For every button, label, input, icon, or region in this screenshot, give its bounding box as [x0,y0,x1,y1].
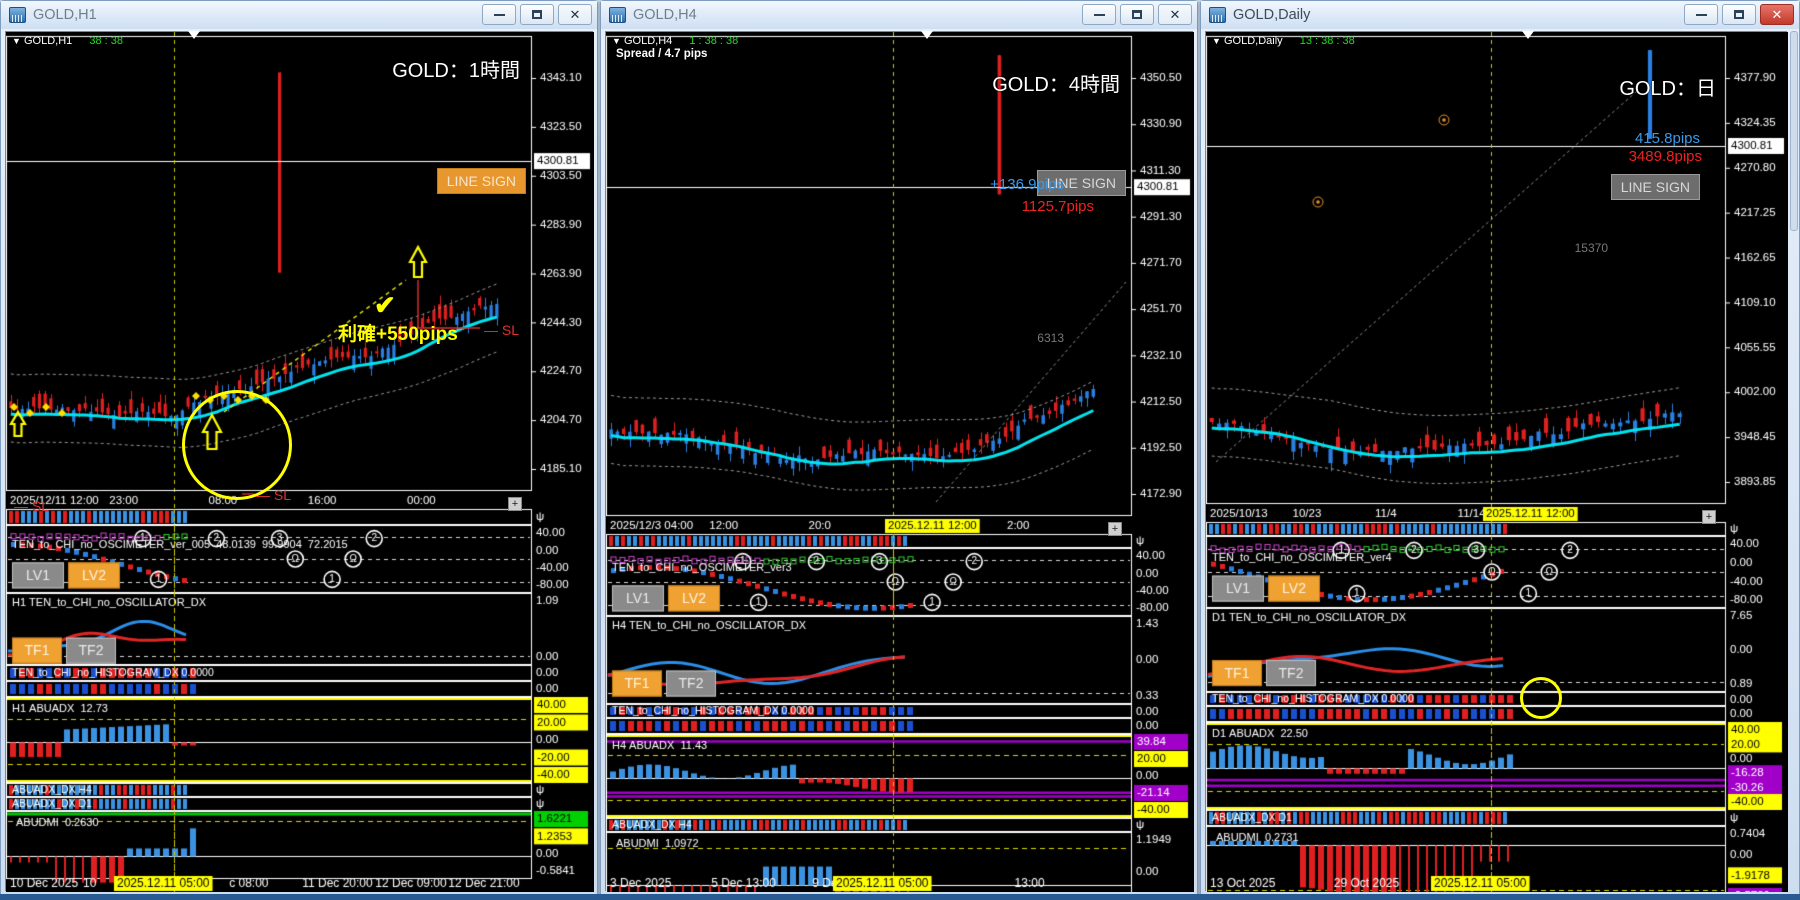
pips-below-h4: 1125.7pips [1021,198,1094,215]
highlight-circle-price [182,390,292,500]
expand-button-h1[interactable]: + [508,497,522,511]
pips-above-daily: 415.8pips [1634,130,1700,147]
chart-window-h1[interactable]: GOLD,H1 ✕ ▼ GOLD,H1 38 : 38 GOLD：1時間 LIN… [0,0,598,900]
expand-button-daily[interactable]: + [1702,510,1716,524]
minimize-button[interactable] [482,4,516,25]
profit-annotation: 利確+550pips [338,324,458,345]
crosshair-marker-h4 [921,31,933,39]
window-title: GOLD,H1 [33,7,97,23]
symbol-label-h4: ▼ GOLD,H4 1 : 38 : 38 [612,35,739,47]
expand-button-h4[interactable]: + [1108,522,1122,536]
pips-above-h4: +136.9pips [990,176,1064,193]
chart-window-icon [609,7,626,23]
chart-canvas-daily[interactable]: ▼ GOLD,Daily 13 : 38 : 38 GOLD：日 415.8pi… [1205,31,1788,892]
chart-canvas-h4[interactable]: ▼ GOLD,H4 1 : 38 : 38 Spread / 4.7 pips … [605,31,1194,892]
titlebar-h4[interactable]: GOLD,H4 ✕ [601,1,1197,29]
close-button[interactable]: ✕ [1158,4,1192,25]
taskbar-edge [0,894,1800,900]
vertical-scrollbar[interactable] [1790,31,1798,231]
window-title: GOLD,Daily [1233,7,1311,23]
window-title: GOLD,H4 [633,7,697,23]
symbol-label-h1: ▼ GOLD,H1 38 : 38 [12,35,123,47]
big-title-h4: GOLD：4時間 [992,74,1120,96]
chart-window-daily[interactable]: GOLD,Daily ✕ ▼ GOLD,Daily 13 : 38 : 38 G… [1200,0,1800,900]
crosshair-marker-h1 [188,31,200,39]
close-button[interactable]: ✕ [558,4,592,25]
bars-note-daily: 15370 [1574,241,1608,255]
highlight-circle-adx-daily [1520,677,1562,719]
line-sign-badge-daily[interactable]: LINE SIGN [1610,174,1700,200]
maximize-button[interactable] [1120,4,1154,25]
big-title-h1: GOLD：1時間 [392,60,520,82]
titlebar-h1[interactable]: GOLD,H1 ✕ [1,1,597,29]
sl-label-left: SL [14,498,49,514]
symbol-label-daily: ▼ GOLD,Daily 13 : 38 : 38 [1212,35,1355,47]
titlebar-daily[interactable]: GOLD,Daily ✕ [1201,1,1799,29]
window-controls[interactable]: ✕ [1082,4,1192,25]
bars-note-h4: 6313 [1037,331,1064,345]
chart-window-h4[interactable]: GOLD,H4 ✕ ▼ GOLD,H4 1 : 38 : 38 Spread /… [600,0,1198,900]
maximize-button[interactable] [1722,4,1756,25]
pips-below-daily: 3489.8pips [1628,148,1702,165]
maximize-button[interactable] [520,4,554,25]
chart-canvas-h1[interactable]: ▼ GOLD,H1 38 : 38 GOLD：1時間 LINE SIGN ✔ 利… [5,31,594,892]
big-title-daily: GOLD：日 [1619,78,1716,100]
chart-window-icon [1209,7,1226,23]
line-sign-badge-h1[interactable]: LINE SIGN [436,168,526,194]
minimize-button[interactable] [1684,4,1718,25]
line-sign-badge-h4[interactable]: LINE SIGN [1036,170,1126,196]
check-mark-icon: ✔ [374,290,396,320]
sl-label-upper: SL [484,322,519,338]
spread-label-h4: Spread / 4.7 pips [616,48,708,60]
window-controls[interactable]: ✕ [482,4,592,25]
chart-window-icon [9,7,26,23]
close-button[interactable]: ✕ [1760,4,1794,25]
sl-label-lower: SL [256,487,291,503]
crosshair-marker-daily [1522,31,1534,39]
window-controls[interactable]: ✕ [1684,4,1794,25]
minimize-button[interactable] [1082,4,1116,25]
